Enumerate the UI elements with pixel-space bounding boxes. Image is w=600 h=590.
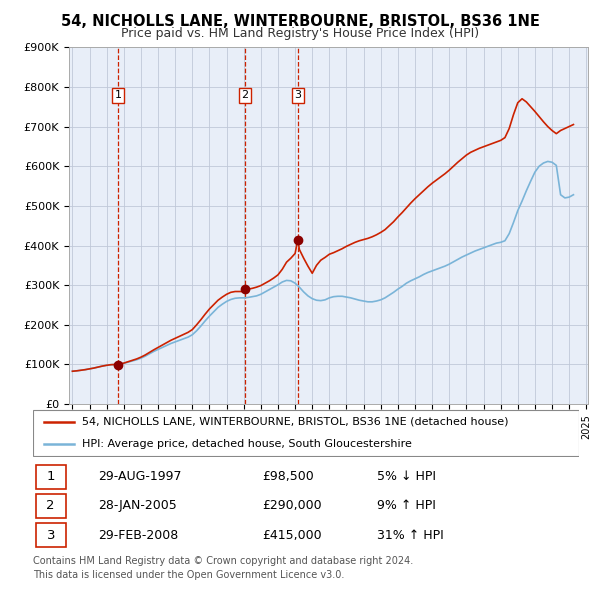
FancyBboxPatch shape	[36, 465, 66, 489]
Text: 54, NICHOLLS LANE, WINTERBOURNE, BRISTOL, BS36 1NE (detached house): 54, NICHOLLS LANE, WINTERBOURNE, BRISTOL…	[82, 417, 509, 427]
Text: £98,500: £98,500	[262, 470, 314, 483]
Text: £415,000: £415,000	[262, 529, 322, 542]
Text: 5% ↓ HPI: 5% ↓ HPI	[377, 470, 436, 483]
Text: 3: 3	[46, 529, 55, 542]
Text: £290,000: £290,000	[262, 499, 322, 513]
FancyBboxPatch shape	[36, 523, 66, 547]
Text: HPI: Average price, detached house, South Gloucestershire: HPI: Average price, detached house, Sout…	[82, 439, 412, 449]
Text: 29-AUG-1997: 29-AUG-1997	[98, 470, 182, 483]
Text: 29-FEB-2008: 29-FEB-2008	[98, 529, 179, 542]
Text: Contains HM Land Registry data © Crown copyright and database right 2024.
This d: Contains HM Land Registry data © Crown c…	[33, 556, 413, 579]
Text: 1: 1	[115, 90, 121, 100]
FancyBboxPatch shape	[33, 410, 579, 456]
Text: 31% ↑ HPI: 31% ↑ HPI	[377, 529, 444, 542]
Text: Price paid vs. HM Land Registry's House Price Index (HPI): Price paid vs. HM Land Registry's House …	[121, 27, 479, 40]
Text: 54, NICHOLLS LANE, WINTERBOURNE, BRISTOL, BS36 1NE: 54, NICHOLLS LANE, WINTERBOURNE, BRISTOL…	[61, 14, 539, 29]
Text: 1: 1	[46, 470, 55, 483]
FancyBboxPatch shape	[36, 494, 66, 518]
Text: 9% ↑ HPI: 9% ↑ HPI	[377, 499, 436, 513]
Text: 2: 2	[242, 90, 248, 100]
Text: 3: 3	[295, 90, 301, 100]
Text: 2: 2	[46, 499, 55, 513]
Text: 28-JAN-2005: 28-JAN-2005	[98, 499, 177, 513]
